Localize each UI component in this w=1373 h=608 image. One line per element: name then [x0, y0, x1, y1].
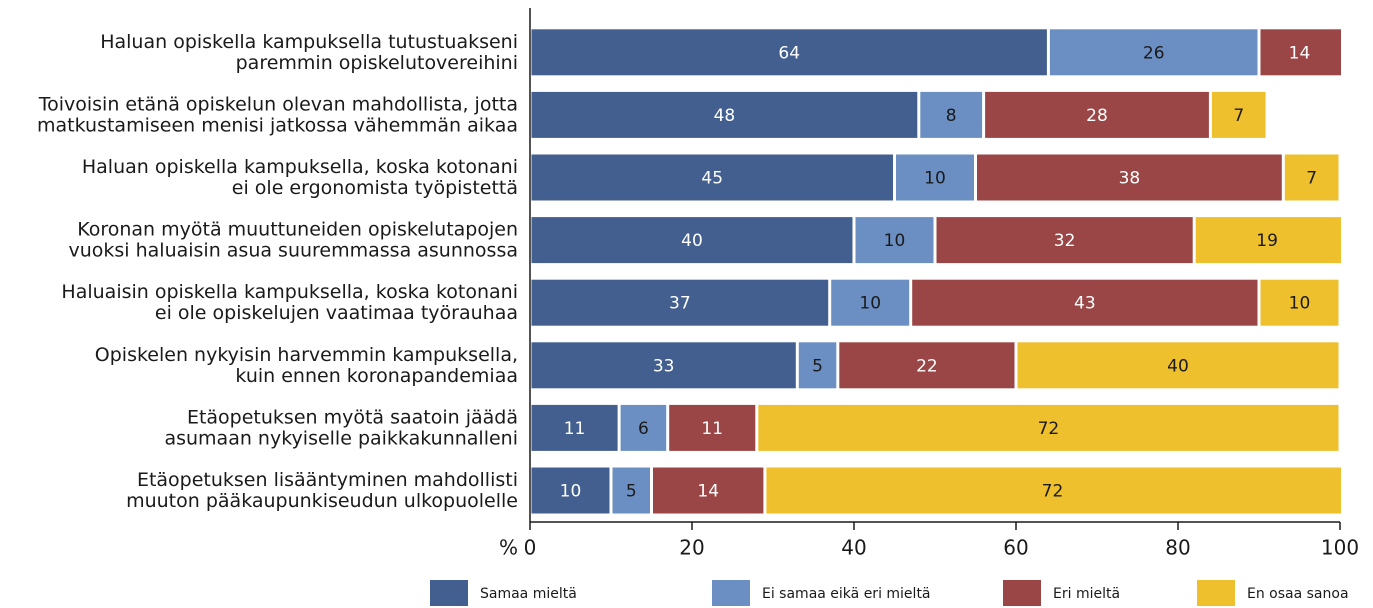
value-label: 72 [1038, 419, 1060, 439]
bar-segment [1211, 91, 1266, 138]
legend-swatch [1197, 580, 1235, 606]
bar-segment [1260, 29, 1341, 76]
category-label: Toivoisin etänä opiskelun olevan mahdoll… [38, 93, 518, 115]
value-label: 7 [1233, 106, 1244, 126]
x-tick-label: 20 [679, 536, 704, 560]
bar-segment [1017, 342, 1339, 389]
bar-segment [1284, 154, 1339, 201]
bar-segment [620, 404, 667, 451]
legend-swatch [1003, 580, 1041, 606]
legend-swatch [430, 580, 468, 606]
bar-segment [653, 467, 764, 514]
bar-segment [612, 467, 650, 514]
value-label: 11 [701, 419, 723, 439]
category-label: Haluan opiskella kampuksella, koska koto… [82, 156, 518, 178]
value-label: 8 [946, 106, 957, 126]
category-label: Koronan myötä muuttuneiden opiskelutapoj… [77, 219, 518, 241]
category-label: matkustamiseen menisi jatkossa vähemmän … [37, 114, 518, 136]
x-tick-label: 40 [841, 536, 866, 560]
value-label: 32 [1054, 231, 1076, 251]
value-label: 33 [653, 356, 675, 376]
bars: 64 26 14 5 48 8 28 7 45 10 38 7 40 10 32 19 37 10 43 10 33 5 2… [531, 29, 1362, 514]
x-tick-label: 80 [1165, 536, 1190, 560]
bar-segment [831, 279, 910, 326]
value-label: 10 [859, 294, 881, 314]
category-label: Opiskelen nykyisin harvemmin kampuksella… [95, 344, 518, 366]
value-label: 5 [1351, 43, 1362, 63]
value-label: 11 [564, 419, 586, 439]
bar-segment [758, 404, 1339, 451]
legend-label: Eri mieltä [1053, 586, 1120, 602]
bar-segment [912, 279, 1258, 326]
bar-segment [531, 342, 796, 389]
bar-segment [920, 91, 983, 138]
value-label: 72 [1042, 482, 1064, 502]
bar-segment [985, 91, 1209, 138]
bar-segment [766, 467, 1341, 514]
category-label: Haluan opiskella kampuksella tutustuakse… [100, 31, 518, 53]
value-label: 40 [1167, 356, 1189, 376]
value-label: 45 [701, 169, 723, 189]
value-label: 28 [1086, 106, 1108, 126]
value-label: 14 [697, 482, 719, 502]
value-label: 64 [778, 43, 800, 63]
value-label: 38 [1119, 169, 1141, 189]
value-label: 10 [1289, 294, 1311, 314]
bar-segment [1195, 217, 1341, 264]
value-label: 26 [1143, 43, 1165, 63]
bar-segment [855, 217, 934, 264]
category-label: ei ole opiskelujen vaatimaa työrauhaa [155, 302, 518, 324]
value-label: 10 [560, 482, 582, 502]
category-label: vuoksi haluaisin asua suuremmassa asunno… [68, 240, 518, 262]
bar-segment [839, 342, 1015, 389]
value-label: 43 [1074, 294, 1096, 314]
value-label: 48 [714, 106, 736, 126]
bar-segment [531, 29, 1047, 76]
legend-label: Samaa mieltä [480, 586, 577, 602]
value-label: 19 [1256, 231, 1278, 251]
category-label: Haluaisin opiskella kampuksella, koska k… [61, 281, 518, 303]
value-label: 10 [884, 231, 906, 251]
bar-segment [669, 404, 756, 451]
value-label: 5 [812, 356, 823, 376]
legend-label: Ei samaa eikä eri mieltä [762, 586, 931, 602]
value-label: 7 [1306, 169, 1317, 189]
value-label: 37 [669, 294, 691, 314]
bar-segment [531, 279, 829, 326]
category-label: asumaan nykyiselle paikkakunnalleni [164, 427, 518, 449]
bar-segment [1049, 29, 1258, 76]
bar-segment [798, 342, 837, 389]
category-label: kuin ennen koronapandemiaa [235, 365, 518, 387]
bar-segment [936, 217, 1193, 264]
value-label: 14 [1289, 43, 1311, 63]
bar-segment [977, 154, 1282, 201]
x-axis-label: % [499, 536, 518, 560]
category-label: ei ole ergonomista työpistettä [232, 177, 518, 199]
legend-swatch [712, 580, 750, 606]
value-label: 40 [681, 231, 703, 251]
bar-segment [531, 154, 893, 201]
category-label: Etäopetuksen lisääntyminen mahdollisti [137, 469, 518, 491]
x-tick-label: 100 [1321, 536, 1359, 560]
category-label: Etäopetuksen myötä saatoin jäädä [187, 406, 518, 428]
legend-label: En osaa sanoa [1247, 586, 1349, 602]
value-label: 5 [626, 482, 637, 502]
category-label: muuton pääkaupunkiseudun ulkopuolelle [126, 490, 518, 512]
bar-segment [531, 91, 918, 138]
value-label: 6 [638, 419, 649, 439]
x-tick-label: 60 [1003, 536, 1028, 560]
x-tick-label: 0 [524, 536, 537, 560]
bar-segment [531, 217, 853, 264]
bar-segment [531, 404, 618, 451]
bar-segment [1260, 279, 1339, 326]
bar-segment [531, 467, 610, 514]
bar-segment [896, 154, 974, 201]
category-label: paremmin opiskelutovereihini [236, 52, 518, 74]
value-label: 10 [924, 169, 946, 189]
value-label: 22 [916, 356, 938, 376]
